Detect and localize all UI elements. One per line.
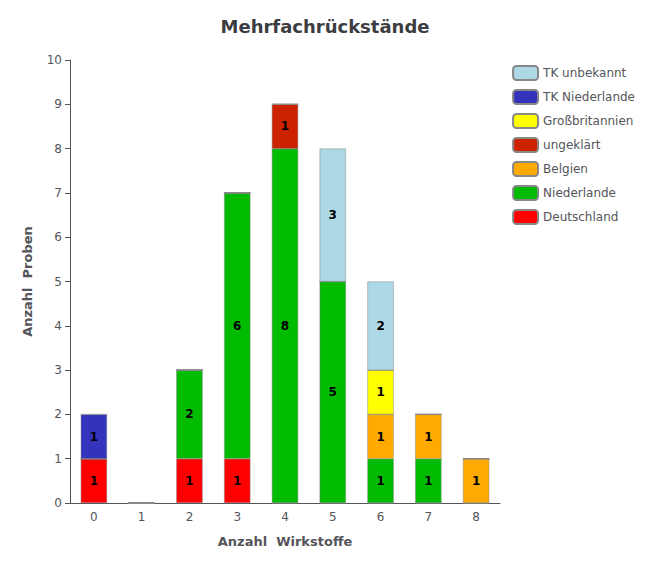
svg-text:Belgien: Belgien xyxy=(543,162,588,176)
svg-text:Niederlande: Niederlande xyxy=(543,186,616,200)
svg-text:1: 1 xyxy=(185,474,193,488)
svg-text:0: 0 xyxy=(54,496,62,510)
svg-text:8: 8 xyxy=(472,510,480,524)
svg-text:1: 1 xyxy=(138,510,146,524)
svg-text:1: 1 xyxy=(376,474,384,488)
svg-text:4: 4 xyxy=(54,319,62,333)
svg-text:8: 8 xyxy=(281,319,289,333)
svg-text:6: 6 xyxy=(377,510,385,524)
svg-text:1: 1 xyxy=(376,385,384,399)
svg-text:8: 8 xyxy=(54,142,62,156)
svg-text:1: 1 xyxy=(281,119,289,133)
svg-text:1: 1 xyxy=(233,474,241,488)
svg-text:1: 1 xyxy=(424,430,432,444)
svg-text:Mehrfachrückstände: Mehrfachrückstände xyxy=(221,16,430,37)
svg-text:4: 4 xyxy=(281,510,289,524)
svg-text:3: 3 xyxy=(233,510,241,524)
svg-text:0: 0 xyxy=(90,510,98,524)
svg-text:7: 7 xyxy=(54,186,62,200)
svg-text:2: 2 xyxy=(54,407,62,421)
svg-text:5: 5 xyxy=(329,510,337,524)
svg-text:TK Niederlande: TK Niederlande xyxy=(542,90,635,104)
svg-text:5: 5 xyxy=(329,385,337,399)
svg-text:10: 10 xyxy=(47,53,62,67)
svg-text:9: 9 xyxy=(54,97,62,111)
svg-text:Anzahl Proben: Anzahl Proben xyxy=(20,226,35,337)
svg-text:1: 1 xyxy=(90,430,98,444)
svg-text:2: 2 xyxy=(376,319,384,333)
svg-text:3: 3 xyxy=(329,208,337,222)
svg-text:1: 1 xyxy=(376,430,384,444)
svg-text:1: 1 xyxy=(54,452,62,466)
svg-text:1: 1 xyxy=(90,474,98,488)
svg-text:6: 6 xyxy=(233,319,241,333)
svg-text:ungeklärt: ungeklärt xyxy=(543,138,601,152)
svg-text:2: 2 xyxy=(186,510,194,524)
svg-text:3: 3 xyxy=(54,363,62,377)
svg-text:1: 1 xyxy=(424,474,432,488)
svg-text:1: 1 xyxy=(472,474,480,488)
svg-text:Anzahl Wirkstoffe: Anzahl Wirkstoffe xyxy=(218,534,353,549)
svg-text:2: 2 xyxy=(185,407,193,421)
svg-text:Deutschland: Deutschland xyxy=(543,210,618,224)
svg-text:6: 6 xyxy=(54,230,62,244)
svg-text:TK unbekannt: TK unbekannt xyxy=(542,66,627,80)
svg-text:Großbritannien: Großbritannien xyxy=(543,114,633,128)
svg-text:5: 5 xyxy=(54,275,62,289)
svg-text:7: 7 xyxy=(425,510,433,524)
